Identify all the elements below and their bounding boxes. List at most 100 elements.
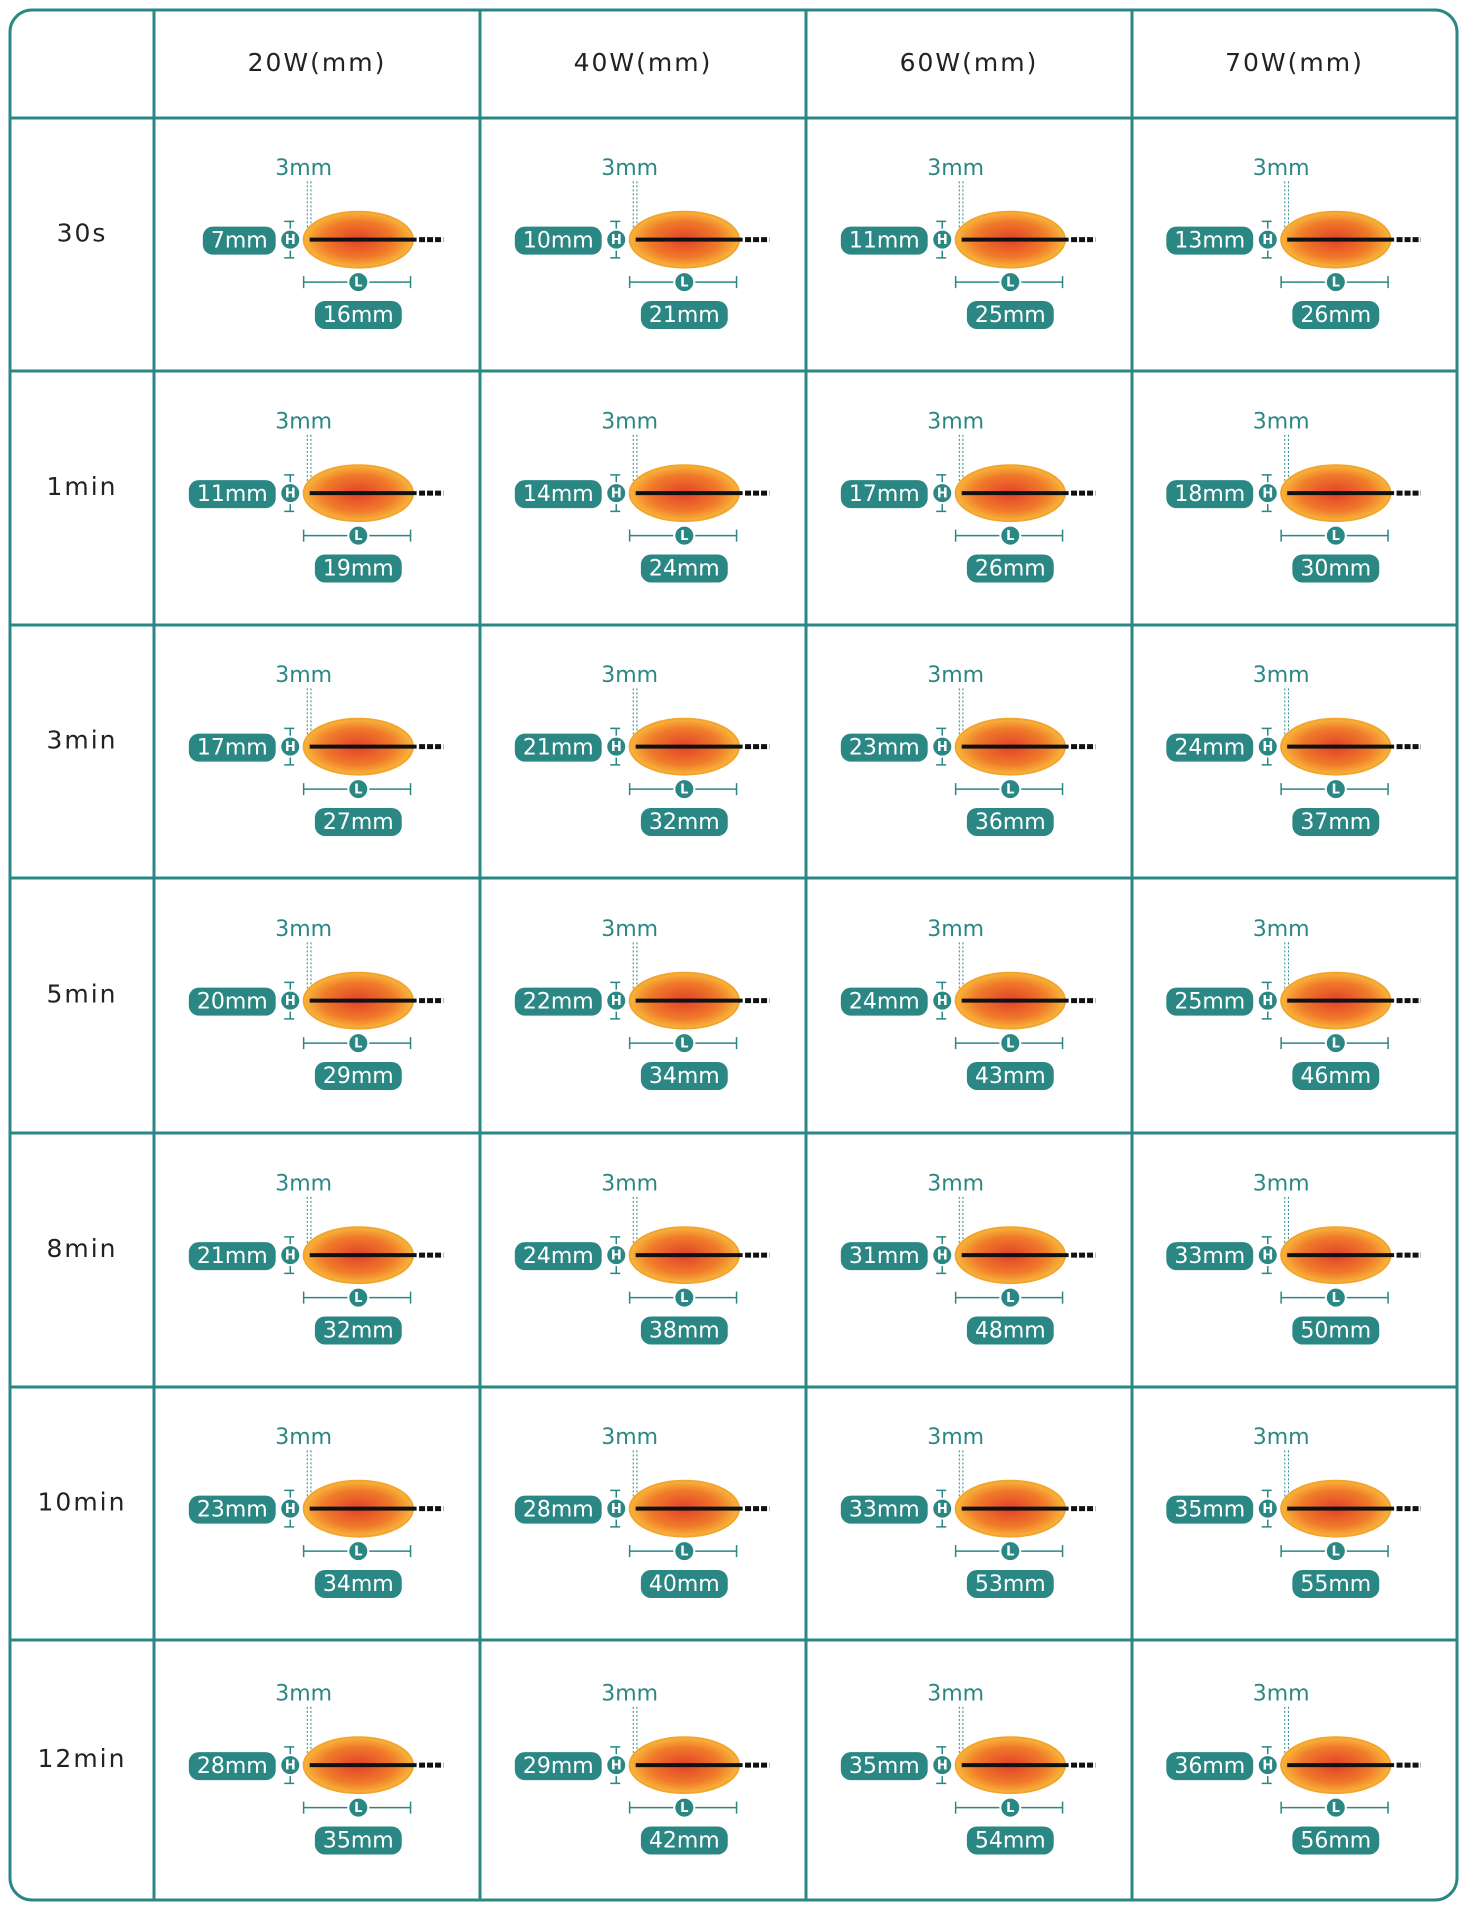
marker-letter: H xyxy=(285,1249,296,1264)
h-value: 28mm xyxy=(514,1495,602,1524)
l-value-bg xyxy=(1292,1316,1380,1345)
marker-letter: H xyxy=(1262,994,1273,1009)
marker-letter: L xyxy=(1006,783,1014,798)
tip-label: 3mm xyxy=(275,917,332,942)
l-value: 48mm xyxy=(966,1316,1054,1345)
l-value: 46mm xyxy=(1292,1061,1380,1090)
h-value-text: 28mm xyxy=(197,1754,268,1779)
l-value: 56mm xyxy=(1292,1826,1380,1855)
marker-icon xyxy=(673,1286,696,1309)
l-value-bg xyxy=(966,1316,1054,1345)
tip-label: 3mm xyxy=(601,156,658,181)
row-header: 8min xyxy=(46,1234,117,1263)
h-value-bg xyxy=(514,733,602,762)
l-value-bg xyxy=(966,1061,1054,1090)
marker-letter: H xyxy=(1262,1502,1273,1517)
h-value: 35mm xyxy=(840,1752,928,1781)
h-value-text: 25mm xyxy=(1174,990,1245,1015)
tip-label: 3mm xyxy=(275,1682,332,1707)
marker-icon xyxy=(1324,1286,1347,1309)
h-value: 22mm xyxy=(514,987,602,1016)
marker-icon xyxy=(673,1032,696,1055)
l-value-bg xyxy=(640,807,728,836)
h-value: 11mm xyxy=(188,480,276,509)
marker-letter: H xyxy=(611,1759,622,1774)
l-value: 38mm xyxy=(640,1316,728,1345)
tip-label: 3mm xyxy=(275,1425,332,1450)
tip-label: 3mm xyxy=(601,663,658,688)
row-header: 10min xyxy=(38,1488,127,1517)
l-value-text: 24mm xyxy=(649,556,720,581)
tip-label: 3mm xyxy=(275,1172,332,1197)
h-value: 21mm xyxy=(514,733,602,762)
h-value: 20mm xyxy=(188,987,276,1016)
h-value-text: 18mm xyxy=(1174,482,1245,507)
tip-label: 3mm xyxy=(927,917,984,942)
h-value-bg xyxy=(514,987,602,1016)
marker-icon xyxy=(931,228,954,251)
marker-icon xyxy=(347,271,370,294)
l-value-text: 53mm xyxy=(975,1572,1046,1597)
marker-icon xyxy=(605,228,628,251)
l-value-text: 50mm xyxy=(1300,1318,1371,1343)
l-value-text: 43mm xyxy=(975,1064,1046,1089)
l-value: 30mm xyxy=(1292,554,1380,583)
marker-letter: L xyxy=(354,529,362,544)
h-value-text: 24mm xyxy=(849,990,920,1015)
l-value-bg xyxy=(640,1569,728,1598)
marker-letter: L xyxy=(1006,1545,1014,1560)
marker-icon xyxy=(279,735,302,758)
column-header: 40W(mm) xyxy=(574,48,713,77)
l-value-bg xyxy=(314,807,402,836)
l-value-text: 32mm xyxy=(323,1318,394,1343)
l-value-bg xyxy=(966,1569,1054,1598)
h-value: 25mm xyxy=(1166,987,1254,1016)
marker-letter: L xyxy=(354,1545,362,1560)
l-value: 34mm xyxy=(640,1061,728,1090)
marker-letter: L xyxy=(1006,1801,1014,1816)
marker-letter: L xyxy=(1332,1291,1340,1306)
marker-icon xyxy=(1324,1032,1347,1055)
marker-icon xyxy=(673,1540,696,1563)
l-value: 21mm xyxy=(640,300,728,329)
l-value-bg xyxy=(966,554,1054,583)
l-value-text: 40mm xyxy=(649,1572,720,1597)
marker-icon xyxy=(1256,482,1279,505)
tip-label: 3mm xyxy=(601,1682,658,1707)
marker-icon xyxy=(279,482,302,505)
marker-icon xyxy=(999,778,1022,801)
marker-letter: H xyxy=(285,1502,296,1517)
h-value-text: 10mm xyxy=(523,229,594,254)
l-value: 26mm xyxy=(1292,300,1380,329)
h-value: 17mm xyxy=(840,480,928,509)
marker-letter: H xyxy=(611,487,622,502)
l-value-text: 21mm xyxy=(649,303,720,328)
marker-letter: L xyxy=(680,1801,688,1816)
l-value-text: 30mm xyxy=(1300,556,1371,581)
h-value-bg xyxy=(514,1242,602,1271)
tip-label: 3mm xyxy=(1253,1425,1310,1450)
marker-icon xyxy=(605,1497,628,1520)
marker-letter: L xyxy=(1006,1037,1014,1052)
marker-letter: L xyxy=(1332,1801,1340,1816)
row-header: 3min xyxy=(46,726,117,755)
h-value-bg xyxy=(840,1495,928,1524)
l-value: 27mm xyxy=(314,807,402,836)
l-value-bg xyxy=(966,1826,1054,1855)
marker-letter: L xyxy=(1006,276,1014,291)
marker-icon xyxy=(999,524,1022,547)
tip-label: 3mm xyxy=(927,1425,984,1450)
l-value-bg xyxy=(314,1826,402,1855)
l-value: 35mm xyxy=(314,1826,402,1855)
h-value-bg xyxy=(514,1495,602,1524)
l-value: 40mm xyxy=(640,1569,728,1598)
h-value: 11mm xyxy=(840,226,928,255)
h-value: 21mm xyxy=(188,1242,276,1271)
h-value-text: 17mm xyxy=(849,482,920,507)
marker-icon xyxy=(999,271,1022,294)
l-value-bg xyxy=(314,1061,402,1090)
marker-icon xyxy=(279,989,302,1012)
marker-letter: L xyxy=(680,529,688,544)
h-value: 35mm xyxy=(1166,1495,1254,1524)
marker-icon xyxy=(673,271,696,294)
